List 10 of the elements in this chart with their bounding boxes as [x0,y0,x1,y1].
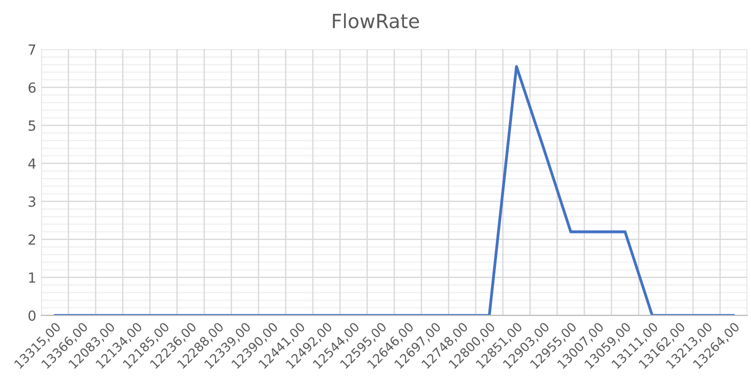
chart-title: FlowRate [332,13,419,28]
y-tick-label: 4 [28,158,36,169]
y-tick-label: 1 [29,272,36,283]
y-tick-label: 2 [28,234,36,245]
y-tick-label: 0 [28,310,36,321]
y-tick-label: 6 [28,82,36,93]
y-tick-label: 3 [28,196,36,207]
line-series [53,65,736,316]
y-tick-label: 7 [28,44,36,55]
y-tick-label: 5 [28,120,36,131]
